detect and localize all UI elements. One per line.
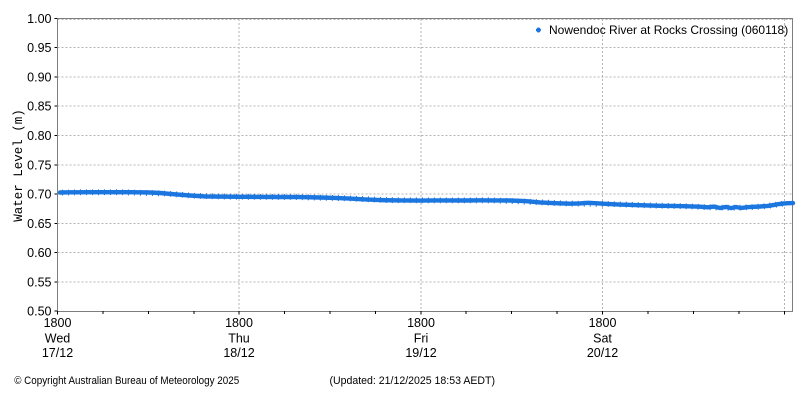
svg-text:20/12: 20/12 [587,346,618,360]
svg-text:0.90: 0.90 [27,70,51,84]
svg-text:0.65: 0.65 [27,217,51,231]
svg-text:0.50: 0.50 [27,304,51,318]
svg-text:0.95: 0.95 [27,41,51,55]
svg-text:0.75: 0.75 [27,158,51,172]
svg-text:0.80: 0.80 [27,129,51,143]
svg-text:17/12: 17/12 [42,346,73,360]
svg-text:1800: 1800 [589,316,617,330]
svg-text:0.70: 0.70 [27,187,51,201]
svg-text:© Copyright Australian Bureau: © Copyright Australian Bureau of Meteoro… [14,375,239,387]
svg-text:Wed: Wed [45,332,71,346]
svg-text:Nowendoc River at Rocks Crossi: Nowendoc River at Rocks Crossing (060118… [549,23,788,37]
svg-text:19/12: 19/12 [405,346,436,360]
svg-text:18/12: 18/12 [223,346,254,360]
svg-text:1800: 1800 [44,316,72,330]
svg-text:0.55: 0.55 [27,275,51,289]
svg-text:(Updated: 21/12/2025 18:53 AED: (Updated: 21/12/2025 18:53 AEDT) [330,375,496,387]
svg-text:0.85: 0.85 [27,99,51,113]
svg-text:1800: 1800 [407,316,435,330]
svg-text:Water Level (m): Water Level (m) [12,109,26,222]
svg-text:Fri: Fri [414,332,429,346]
svg-text:Thu: Thu [228,332,250,346]
svg-text:0.60: 0.60 [27,246,51,260]
svg-text:1.00: 1.00 [27,12,51,26]
svg-text:Sat: Sat [593,332,612,346]
svg-text:1800: 1800 [225,316,253,330]
